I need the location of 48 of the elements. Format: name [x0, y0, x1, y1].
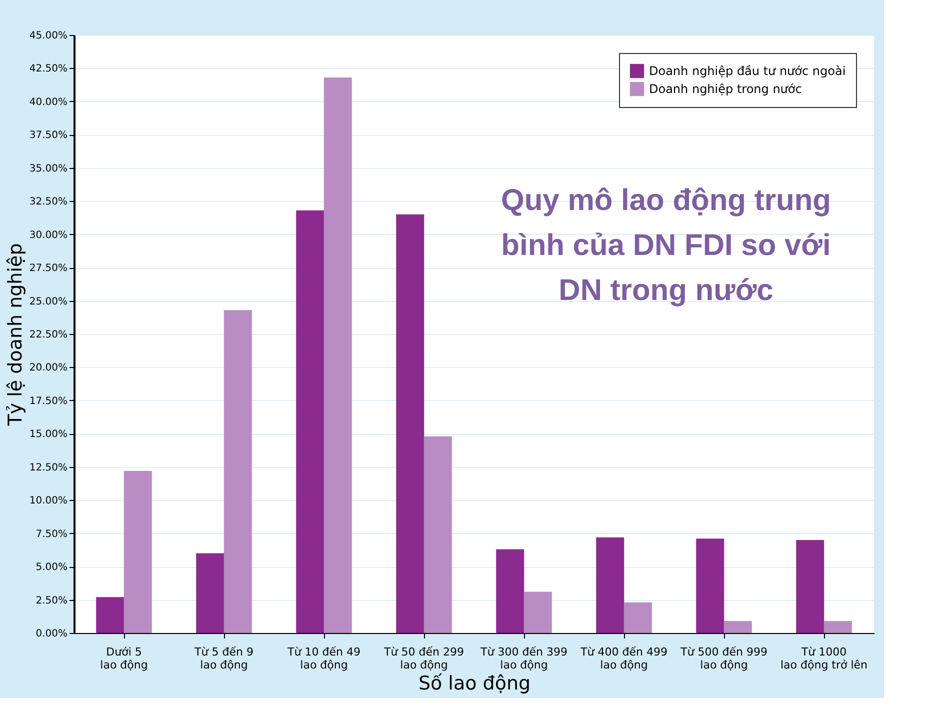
x-tick-label: Từ 10 đến 49 lao động [286, 646, 360, 672]
y-tick-label: 17.50% [29, 396, 68, 407]
y-axis-title: Tỷ lệ doanh nghiệp [4, 243, 26, 427]
bar [196, 553, 224, 633]
bar [824, 621, 852, 633]
bar [596, 537, 624, 633]
y-tick-label: 15.00% [29, 429, 68, 440]
y-tick-label: 25.00% [29, 296, 68, 308]
x-tick-label: Từ 5 đến 9 lao động [194, 646, 254, 672]
x-tick-label: Từ 300 đến 399 lao động [480, 646, 568, 672]
y-tick-label: 5.00% [36, 562, 68, 574]
bar [224, 310, 252, 633]
y-tick-label: 10.00% [29, 496, 68, 507]
y-tick-label: 37.50% [29, 130, 68, 142]
bar [424, 436, 452, 633]
bar [724, 621, 752, 633]
y-tick-label: 0.00% [36, 628, 68, 640]
y-tick-label: 12.50% [29, 462, 68, 474]
x-axis-title: Số lao động [418, 672, 531, 694]
x-tick-label: Từ 1000 lao động trở lên [780, 646, 868, 672]
bar [524, 592, 552, 633]
y-tick-label: 35.00% [29, 163, 68, 174]
y-tick-label: 30.00% [29, 230, 68, 241]
legend-label: Doanh nghiệp đầu tư nước ngoài [649, 64, 846, 78]
y-tick-label: 20.00% [29, 362, 68, 374]
y-tick-label: 27.50% [29, 263, 68, 274]
bar [296, 210, 324, 633]
bar [796, 540, 824, 633]
y-tick-label: 45.00% [29, 30, 68, 42]
x-tick-label: Dưới 5 lao động [100, 646, 148, 672]
x-tick-label: Từ 50 đến 299 lao động [383, 646, 464, 672]
bar [124, 470, 152, 633]
y-tick-label: 40.00% [29, 96, 68, 108]
bar [624, 602, 652, 633]
bar [696, 538, 724, 633]
annotation: Quy mô lao động trung bình của DN FDI so với DN trong nước [501, 184, 831, 307]
y-tick-label: 2.50% [36, 595, 68, 606]
bar [324, 78, 352, 633]
y-tick-label: 22.50% [29, 330, 68, 340]
y-tick-label: 32.50% [29, 196, 68, 208]
legend-label: Doanh nghiệp trong nước [649, 82, 802, 96]
x-tick-label: Từ 500 đến 999 lao động [680, 646, 768, 672]
bar [96, 597, 124, 633]
y-tick-label: 7.50% [36, 528, 68, 540]
y-tick-label: 42.50% [29, 64, 68, 75]
x-tick-label: Từ 400 đến 499 lao động [580, 646, 668, 672]
bar [496, 549, 524, 633]
bar [396, 214, 424, 633]
